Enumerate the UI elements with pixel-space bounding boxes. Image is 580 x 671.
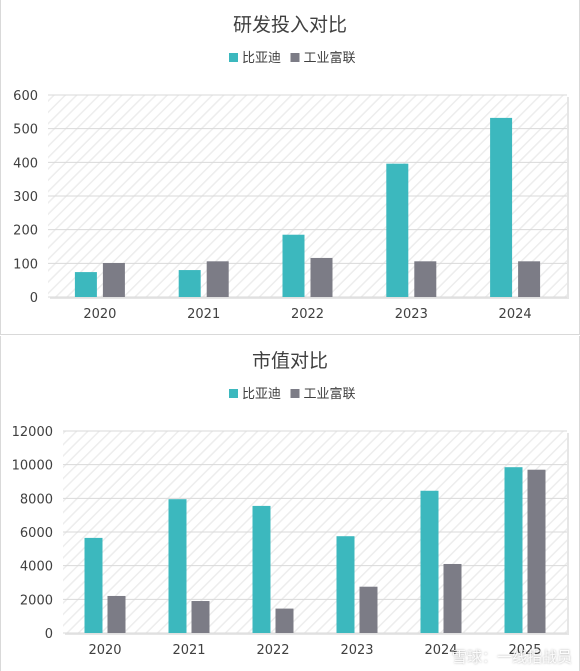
y-tick-label: 0 <box>45 627 53 642</box>
rd-chart-panel: 研发投入对比比亚迪 工业富联 0 100 200 300 400 500 600 2020 2021… <box>0 0 580 335</box>
bar-byd-2021 <box>168 499 187 633</box>
legend-label: 比亚迪 <box>242 387 281 402</box>
y-tick-label: 400 <box>13 156 38 171</box>
watermark-text: 雪球：一线指战员 <box>451 648 572 666</box>
legend-swatch <box>229 389 238 398</box>
legend-swatch <box>229 53 238 62</box>
bar-fii-2022 <box>275 608 294 633</box>
bar-byd-2020 <box>74 272 97 297</box>
x-tick-label: 2025 <box>508 643 541 658</box>
bar-byd-2025 <box>504 467 523 633</box>
y-tick-label: 500 <box>13 123 38 138</box>
legend-label: 工业富联 <box>304 50 356 66</box>
bar-fii-2020 <box>102 262 125 297</box>
y-tick-label: 100 <box>13 257 38 272</box>
y-tick-label: 4000 <box>20 560 53 575</box>
legend-swatch <box>290 53 300 62</box>
market-cap-chart-panel: 市值对比比亚迪 工业富联 0 2000 4000 6000 8000 10000 12000 20… <box>0 336 580 671</box>
x-tick-label: 2023 <box>340 643 373 658</box>
x-tick-label: 2020 <box>88 643 121 658</box>
bar-byd-2022 <box>252 505 271 633</box>
bar-fii-2023 <box>359 586 378 633</box>
y-tick-label: 6000 <box>20 526 53 541</box>
x-tick-label: 2024 <box>424 643 457 658</box>
chart-title: 研发投入对比 <box>233 14 347 36</box>
legend-swatch <box>290 389 300 398</box>
x-tick-label: 2022 <box>256 643 289 658</box>
bar-fii-2020 <box>107 595 126 633</box>
bar-fii-2023 <box>414 261 437 297</box>
bar-fii-2025 <box>527 469 546 633</box>
y-tick-label: 10000 <box>12 459 53 474</box>
bar-byd-2023 <box>386 163 409 297</box>
bar-fii-2022 <box>310 257 333 297</box>
legend: 比亚迪 工业富联 <box>229 386 356 402</box>
x-tick-label: 2021 <box>187 307 220 322</box>
y-tick-label: 0 <box>30 291 38 306</box>
y-tick-label: 200 <box>13 224 38 239</box>
x-tick-label: 2021 <box>172 643 205 658</box>
bar-byd-2024 <box>490 117 513 297</box>
legend-label: 比亚迪 <box>242 51 281 66</box>
y-tick-label: 600 <box>13 89 38 104</box>
bar-fii-2024 <box>518 261 541 297</box>
y-tick-label: 2000 <box>20 593 53 608</box>
bar-fii-2021 <box>191 601 210 633</box>
chart-title: 市值对比 <box>252 350 328 372</box>
legend: 比亚迪 工业富联 <box>229 50 356 66</box>
bar-byd-2022 <box>282 234 305 297</box>
bar-byd-2021 <box>178 270 201 297</box>
bar-fii-2024 <box>443 563 462 633</box>
x-tick-label: 2024 <box>499 307 532 322</box>
y-tick-label: 8000 <box>20 492 53 507</box>
bar-byd-2024 <box>420 490 439 633</box>
y-tick-label: 300 <box>13 190 38 205</box>
y-tick-label: 12000 <box>12 425 53 440</box>
bar-byd-2020 <box>84 537 103 633</box>
x-tick-label: 2023 <box>395 307 428 322</box>
x-tick-label: 2022 <box>291 307 324 322</box>
bar-byd-2023 <box>336 536 355 633</box>
legend-label: 工业富联 <box>304 386 356 402</box>
x-tick-label: 2020 <box>83 307 116 322</box>
bar-fii-2021 <box>206 261 229 297</box>
